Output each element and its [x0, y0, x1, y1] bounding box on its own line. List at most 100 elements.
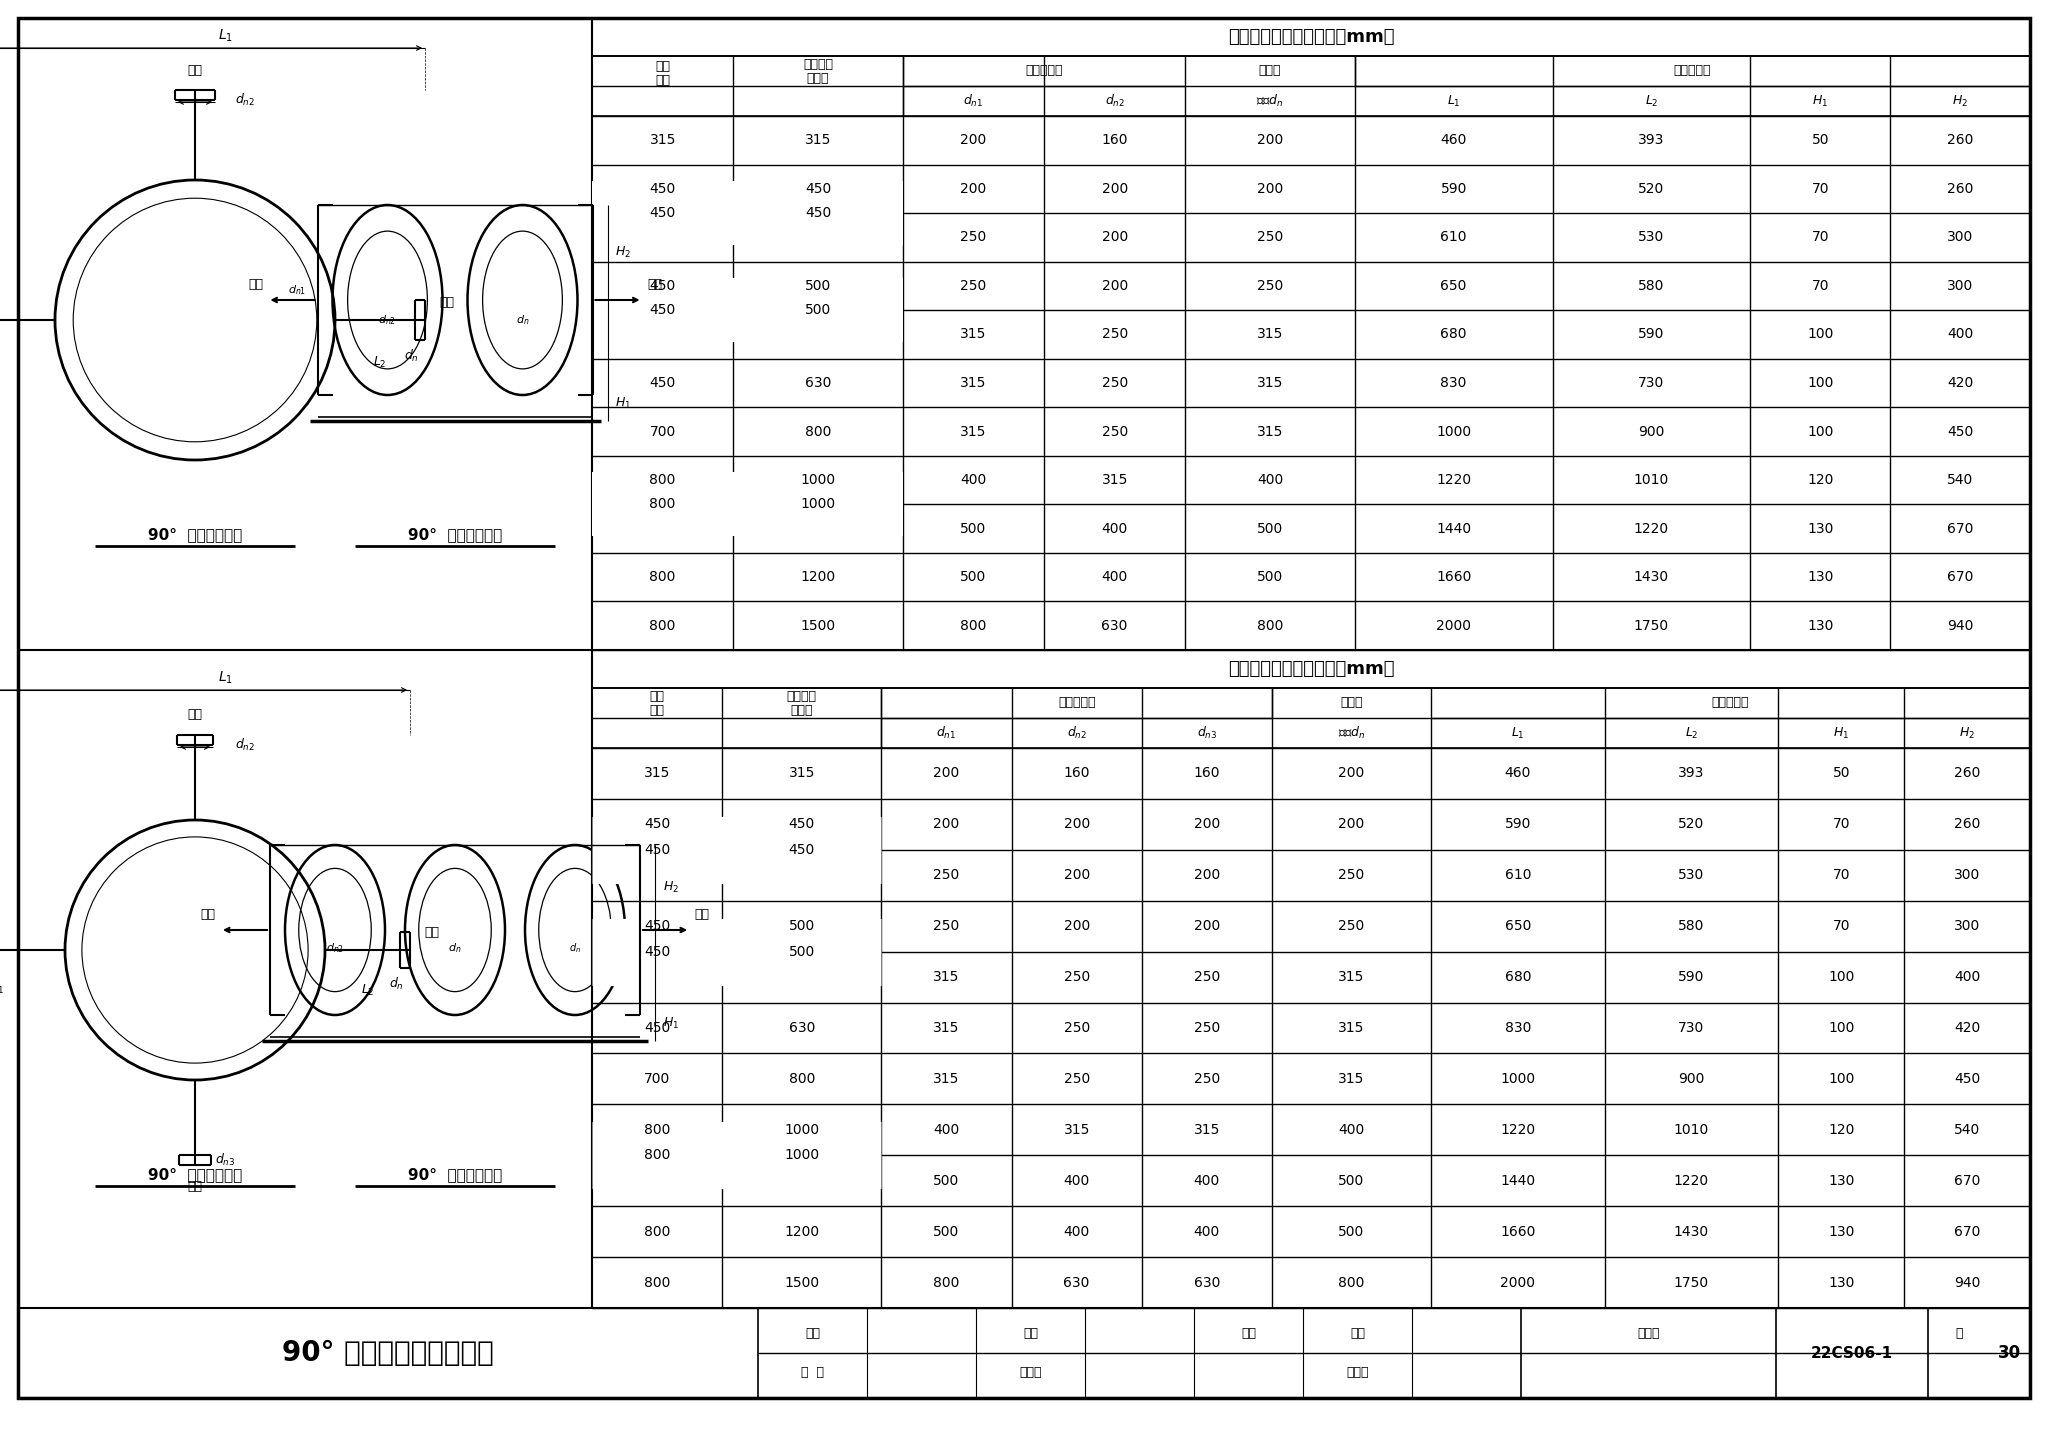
Text: 800: 800 — [649, 619, 676, 632]
Text: 250: 250 — [1194, 970, 1221, 984]
Text: 610: 610 — [1440, 231, 1466, 244]
Text: 出水管: 出水管 — [1260, 65, 1282, 78]
Text: $L_1$: $L_1$ — [217, 670, 233, 687]
Text: 540: 540 — [1948, 473, 1972, 488]
Text: 580: 580 — [1638, 278, 1665, 293]
Text: 200: 200 — [1339, 766, 1364, 781]
Text: 800: 800 — [934, 1276, 961, 1290]
Text: 四通井井底座规格尺寸（mm）: 四通井井底座规格尺寸（mm） — [1227, 659, 1395, 678]
Text: 250: 250 — [1102, 424, 1128, 439]
Text: 500: 500 — [788, 919, 815, 934]
Text: 610: 610 — [1505, 869, 1532, 882]
Text: 120: 120 — [1829, 1123, 1853, 1137]
Text: 200: 200 — [934, 817, 961, 831]
Text: 315: 315 — [1337, 1022, 1364, 1035]
Text: 1660: 1660 — [1501, 1225, 1536, 1238]
Text: 500: 500 — [934, 1173, 961, 1188]
Text: 250: 250 — [1063, 1072, 1090, 1087]
Text: 70: 70 — [1833, 869, 1849, 882]
Text: 200: 200 — [1339, 817, 1364, 831]
Text: 1220: 1220 — [1634, 521, 1669, 535]
Text: $d_{n1}$: $d_{n1}$ — [936, 724, 956, 742]
Text: 650: 650 — [1505, 919, 1532, 934]
Text: 315: 315 — [1257, 328, 1284, 342]
Text: 450: 450 — [788, 843, 815, 857]
Text: 315: 315 — [1102, 473, 1128, 488]
Text: 1500: 1500 — [784, 1276, 819, 1290]
Text: 250: 250 — [1063, 970, 1090, 984]
Text: 250: 250 — [1194, 1072, 1221, 1087]
Text: 450: 450 — [643, 919, 670, 934]
Text: 520: 520 — [1638, 182, 1665, 196]
Text: 出水: 出水 — [694, 908, 709, 921]
Text: 800: 800 — [643, 1123, 670, 1137]
Text: $d_n$: $d_n$ — [403, 348, 418, 364]
Text: 130: 130 — [1829, 1225, 1853, 1238]
Text: $L_2$: $L_2$ — [1645, 94, 1659, 108]
Text: 800: 800 — [649, 570, 676, 584]
Text: 井筒: 井筒 — [655, 61, 670, 74]
Text: 120: 120 — [1806, 473, 1833, 488]
Text: 460: 460 — [1505, 766, 1532, 781]
Text: 400: 400 — [934, 1123, 961, 1137]
Text: 590: 590 — [1638, 328, 1665, 342]
Text: 540: 540 — [1954, 1123, 1980, 1137]
Text: $L_1$: $L_1$ — [217, 27, 233, 45]
Text: 90° 三通、四通井井底座: 90° 三通、四通井井底座 — [283, 1339, 494, 1367]
Text: 400: 400 — [961, 473, 987, 488]
Text: 100: 100 — [1806, 377, 1833, 390]
Text: 800: 800 — [1257, 619, 1284, 632]
Text: 450: 450 — [643, 945, 670, 958]
Text: 井筒: 井筒 — [649, 691, 666, 704]
Text: $d_n$: $d_n$ — [449, 941, 461, 955]
Bar — [592, 688, 2030, 747]
Text: 1220: 1220 — [1501, 1123, 1536, 1137]
Text: 940: 940 — [1954, 1276, 1980, 1290]
Text: 进水: 进水 — [188, 63, 203, 76]
Text: 800: 800 — [805, 424, 831, 439]
Text: 800: 800 — [961, 619, 987, 632]
Text: 400: 400 — [1948, 328, 1972, 342]
Text: 393: 393 — [1677, 766, 1704, 781]
Text: 250: 250 — [1257, 231, 1284, 244]
Text: 三通井井底座规格尺寸（mm）: 三通井井底座规格尺寸（mm） — [1227, 27, 1395, 46]
Text: 90°  三通井平面图: 90° 三通井平面图 — [147, 528, 242, 543]
Text: 图集号: 图集号 — [1636, 1326, 1659, 1339]
Text: 670: 670 — [1948, 521, 1974, 535]
Text: 200: 200 — [934, 766, 961, 781]
Text: 420: 420 — [1954, 1022, 1980, 1035]
Bar — [592, 17, 2030, 56]
Text: 520: 520 — [1679, 817, 1704, 831]
Text: 100: 100 — [1806, 328, 1833, 342]
Text: 315: 315 — [1337, 1072, 1364, 1087]
Text: 400: 400 — [1194, 1173, 1221, 1188]
Text: 420: 420 — [1948, 377, 1972, 390]
Text: 1000: 1000 — [1501, 1072, 1536, 1087]
Text: 300: 300 — [1954, 919, 1980, 934]
Text: 70: 70 — [1833, 919, 1849, 934]
Text: 730: 730 — [1638, 377, 1665, 390]
Text: 670: 670 — [1954, 1173, 1980, 1188]
Text: $L_1$: $L_1$ — [1511, 726, 1524, 740]
Text: 审核: 审核 — [805, 1326, 819, 1339]
Text: 450: 450 — [649, 278, 676, 293]
Text: 670: 670 — [1948, 570, 1974, 584]
Text: 250: 250 — [961, 278, 987, 293]
Text: 出水: 出水 — [424, 925, 440, 938]
Text: 1220: 1220 — [1436, 473, 1470, 488]
Text: 进水管外径: 进水管外径 — [1059, 697, 1096, 710]
Text: 校对: 校对 — [1024, 1326, 1038, 1339]
Text: 800: 800 — [643, 1149, 670, 1162]
Text: 800: 800 — [649, 498, 676, 511]
Text: 22CS06-1: 22CS06-1 — [1810, 1345, 1892, 1361]
Text: 580: 580 — [1677, 919, 1704, 934]
Text: $d_{n2}$: $d_{n2}$ — [1104, 92, 1124, 110]
Text: 900: 900 — [1677, 1072, 1704, 1087]
Text: 70: 70 — [1833, 817, 1849, 831]
Text: 450: 450 — [1948, 424, 1972, 439]
Text: 100: 100 — [1829, 1072, 1853, 1087]
Text: 500: 500 — [805, 278, 831, 293]
Text: 315: 315 — [805, 133, 831, 147]
Text: 680: 680 — [1505, 970, 1532, 984]
Text: 250: 250 — [1339, 869, 1364, 882]
